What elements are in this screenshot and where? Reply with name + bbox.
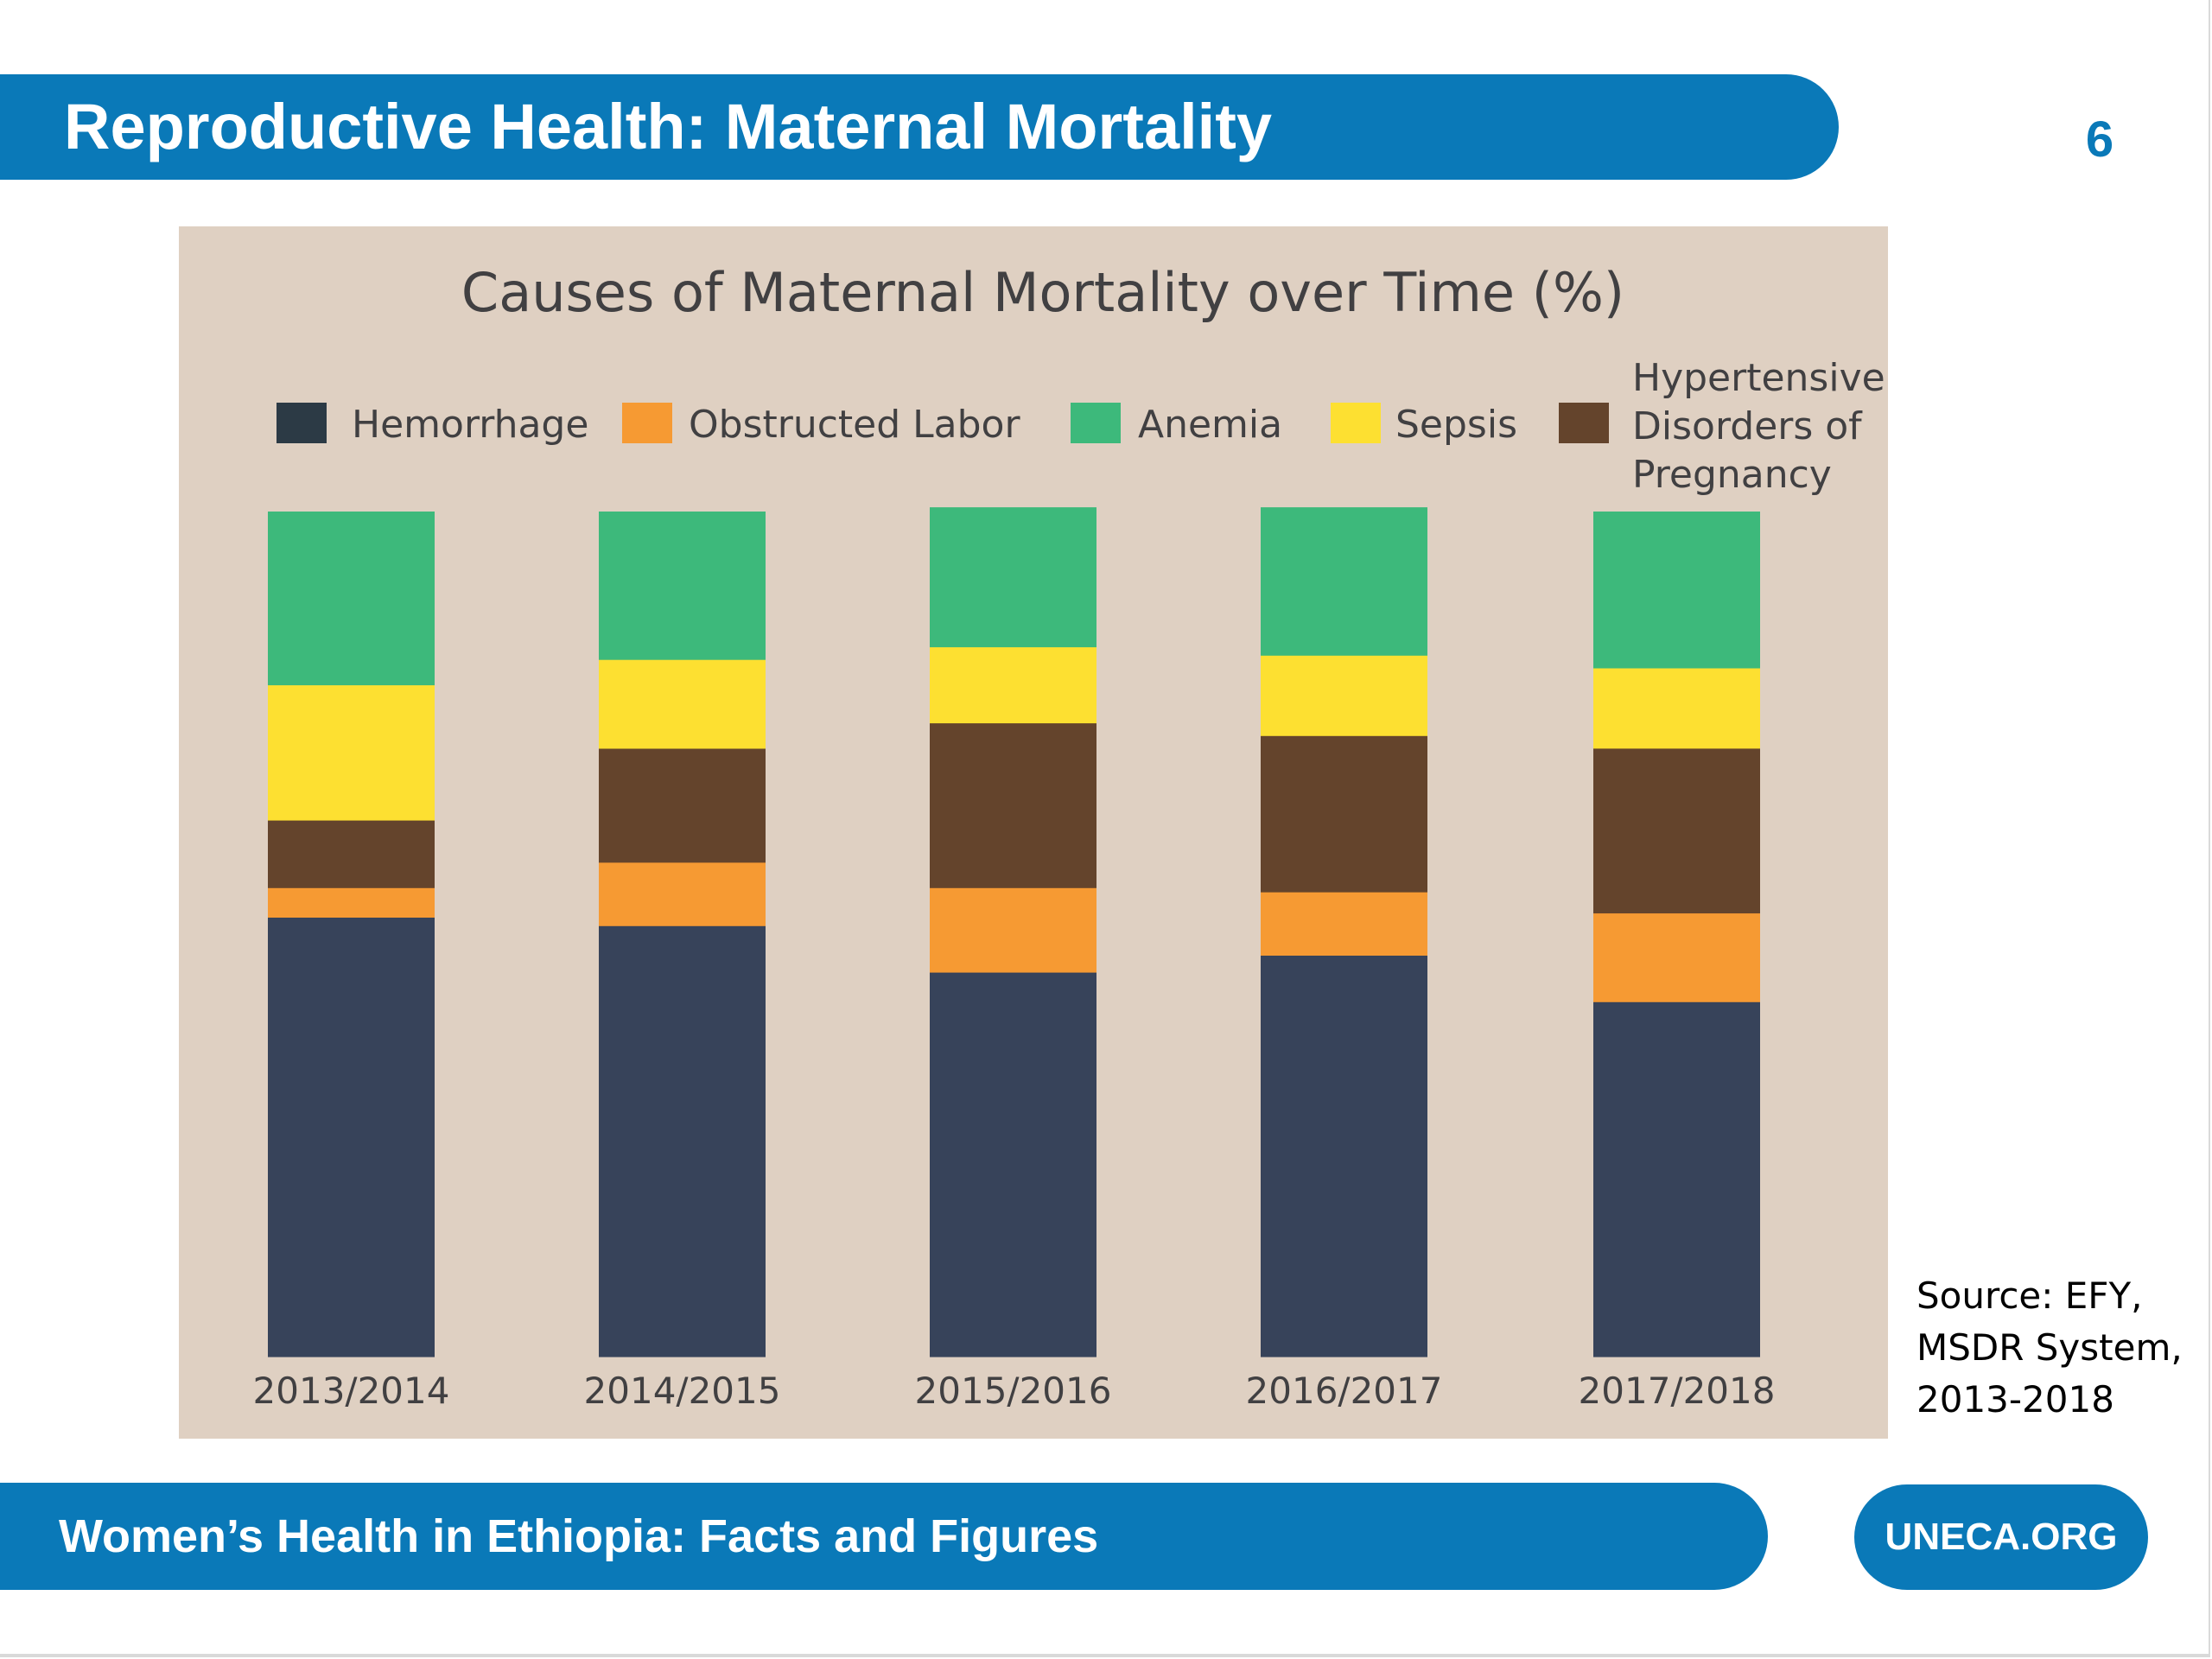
bar-segment-sepsis xyxy=(599,659,766,749)
x-tick-label: 2017/2018 xyxy=(1579,1370,1776,1412)
bar-segment-obstructed-labor xyxy=(1261,892,1427,956)
bar-segment-anemia xyxy=(268,512,435,686)
bar-segment-sepsis xyxy=(268,684,435,821)
source-line: 2013-2018 xyxy=(1916,1378,2114,1421)
source-line: Source: EFY, xyxy=(1916,1274,2143,1317)
bar-segment-hemorrhage xyxy=(1261,955,1427,1357)
x-tick-label: 2014/2015 xyxy=(584,1370,781,1412)
footer-banner: Women’s Health in Ethiopia: Facts and Fi… xyxy=(0,1483,1768,1590)
legend-swatch-obstructed-labor xyxy=(622,403,672,443)
legend-swatch-hemorrhage xyxy=(276,403,327,443)
bar-segment-hemorrhage xyxy=(1593,1001,1760,1357)
legend-swatch-anemia xyxy=(1071,403,1121,443)
chart-bars xyxy=(268,507,1760,1357)
stacked-bar-chart: Causes of Maternal Mortality over Time (… xyxy=(253,261,1885,1412)
chart-legend: Hemorrhage Obstructed Labor Anemia Sepsis Hy… xyxy=(276,356,1885,497)
bar-segment-hypertensive-disorders-of-pregnancy xyxy=(268,820,435,888)
legend-label: Hemorrhage xyxy=(352,403,588,447)
bar-segment-obstructed-labor xyxy=(599,861,766,926)
site-link[interactable]: UNECA.ORG xyxy=(1854,1484,2148,1590)
bar-segment-hemorrhage xyxy=(930,972,1096,1357)
source-note: Source: EFY, MSDR System, 2013-2018 xyxy=(1916,1270,2202,1426)
bar-segment-obstructed-labor xyxy=(930,887,1096,973)
legend-label: Anemia xyxy=(1138,403,1282,447)
chart-title: Causes of Maternal Mortality over Time (… xyxy=(461,261,1624,324)
bar-segment-hypertensive-disorders-of-pregnancy xyxy=(599,747,766,863)
x-tick-label: 2013/2014 xyxy=(253,1370,450,1412)
legend-swatch-hypertensive-disorders-of-pregnancy xyxy=(1559,403,1609,443)
bar-segment-hypertensive-disorders-of-pregnancy xyxy=(1261,735,1427,893)
bar-segment-hypertensive-disorders-of-pregnancy xyxy=(1593,747,1760,914)
bar-segment-sepsis xyxy=(930,646,1096,724)
legend-swatch-sepsis xyxy=(1331,403,1381,443)
legend-label: Hypertensive xyxy=(1632,356,1885,400)
chart-panel: Causes of Maternal Mortality over Time (… xyxy=(179,226,1888,1439)
title-banner: Reproductive Health: Maternal Mortality xyxy=(0,74,1839,180)
source-line: MSDR System, xyxy=(1916,1326,2183,1369)
bar-segment-anemia xyxy=(1593,512,1760,669)
x-axis-ticks: 2013/2014 2014/2015 2015/2016 2016/2017 2017… xyxy=(253,1370,1776,1412)
footer-title: Women’s Health in Ethiopia: Facts and Fi… xyxy=(59,1510,1099,1562)
slide-title: Reproductive Health: Maternal Mortality xyxy=(64,91,1273,162)
bar-segment-anemia xyxy=(1261,507,1427,656)
bar-segment-sepsis xyxy=(1593,667,1760,749)
bar-segment-anemia xyxy=(599,512,766,660)
bar-segment-hemorrhage xyxy=(599,925,766,1357)
legend-label: Pregnancy xyxy=(1632,453,1832,497)
bar-segment-hemorrhage xyxy=(268,917,435,1357)
legend-label: Disorders of xyxy=(1632,404,1863,448)
x-tick-label: 2016/2017 xyxy=(1246,1370,1443,1412)
page-number: 6 xyxy=(2085,111,2114,168)
bar-segment-anemia xyxy=(930,507,1096,648)
bar-segment-obstructed-labor xyxy=(1593,912,1760,1002)
legend-label: Obstructed Labor xyxy=(689,403,1020,447)
x-tick-label: 2015/2016 xyxy=(915,1370,1112,1412)
bar-segment-sepsis xyxy=(1261,655,1427,736)
bar-segment-hypertensive-disorders-of-pregnancy xyxy=(930,722,1096,888)
legend-label: Sepsis xyxy=(1395,403,1517,447)
bar-segment-obstructed-labor xyxy=(268,887,435,918)
